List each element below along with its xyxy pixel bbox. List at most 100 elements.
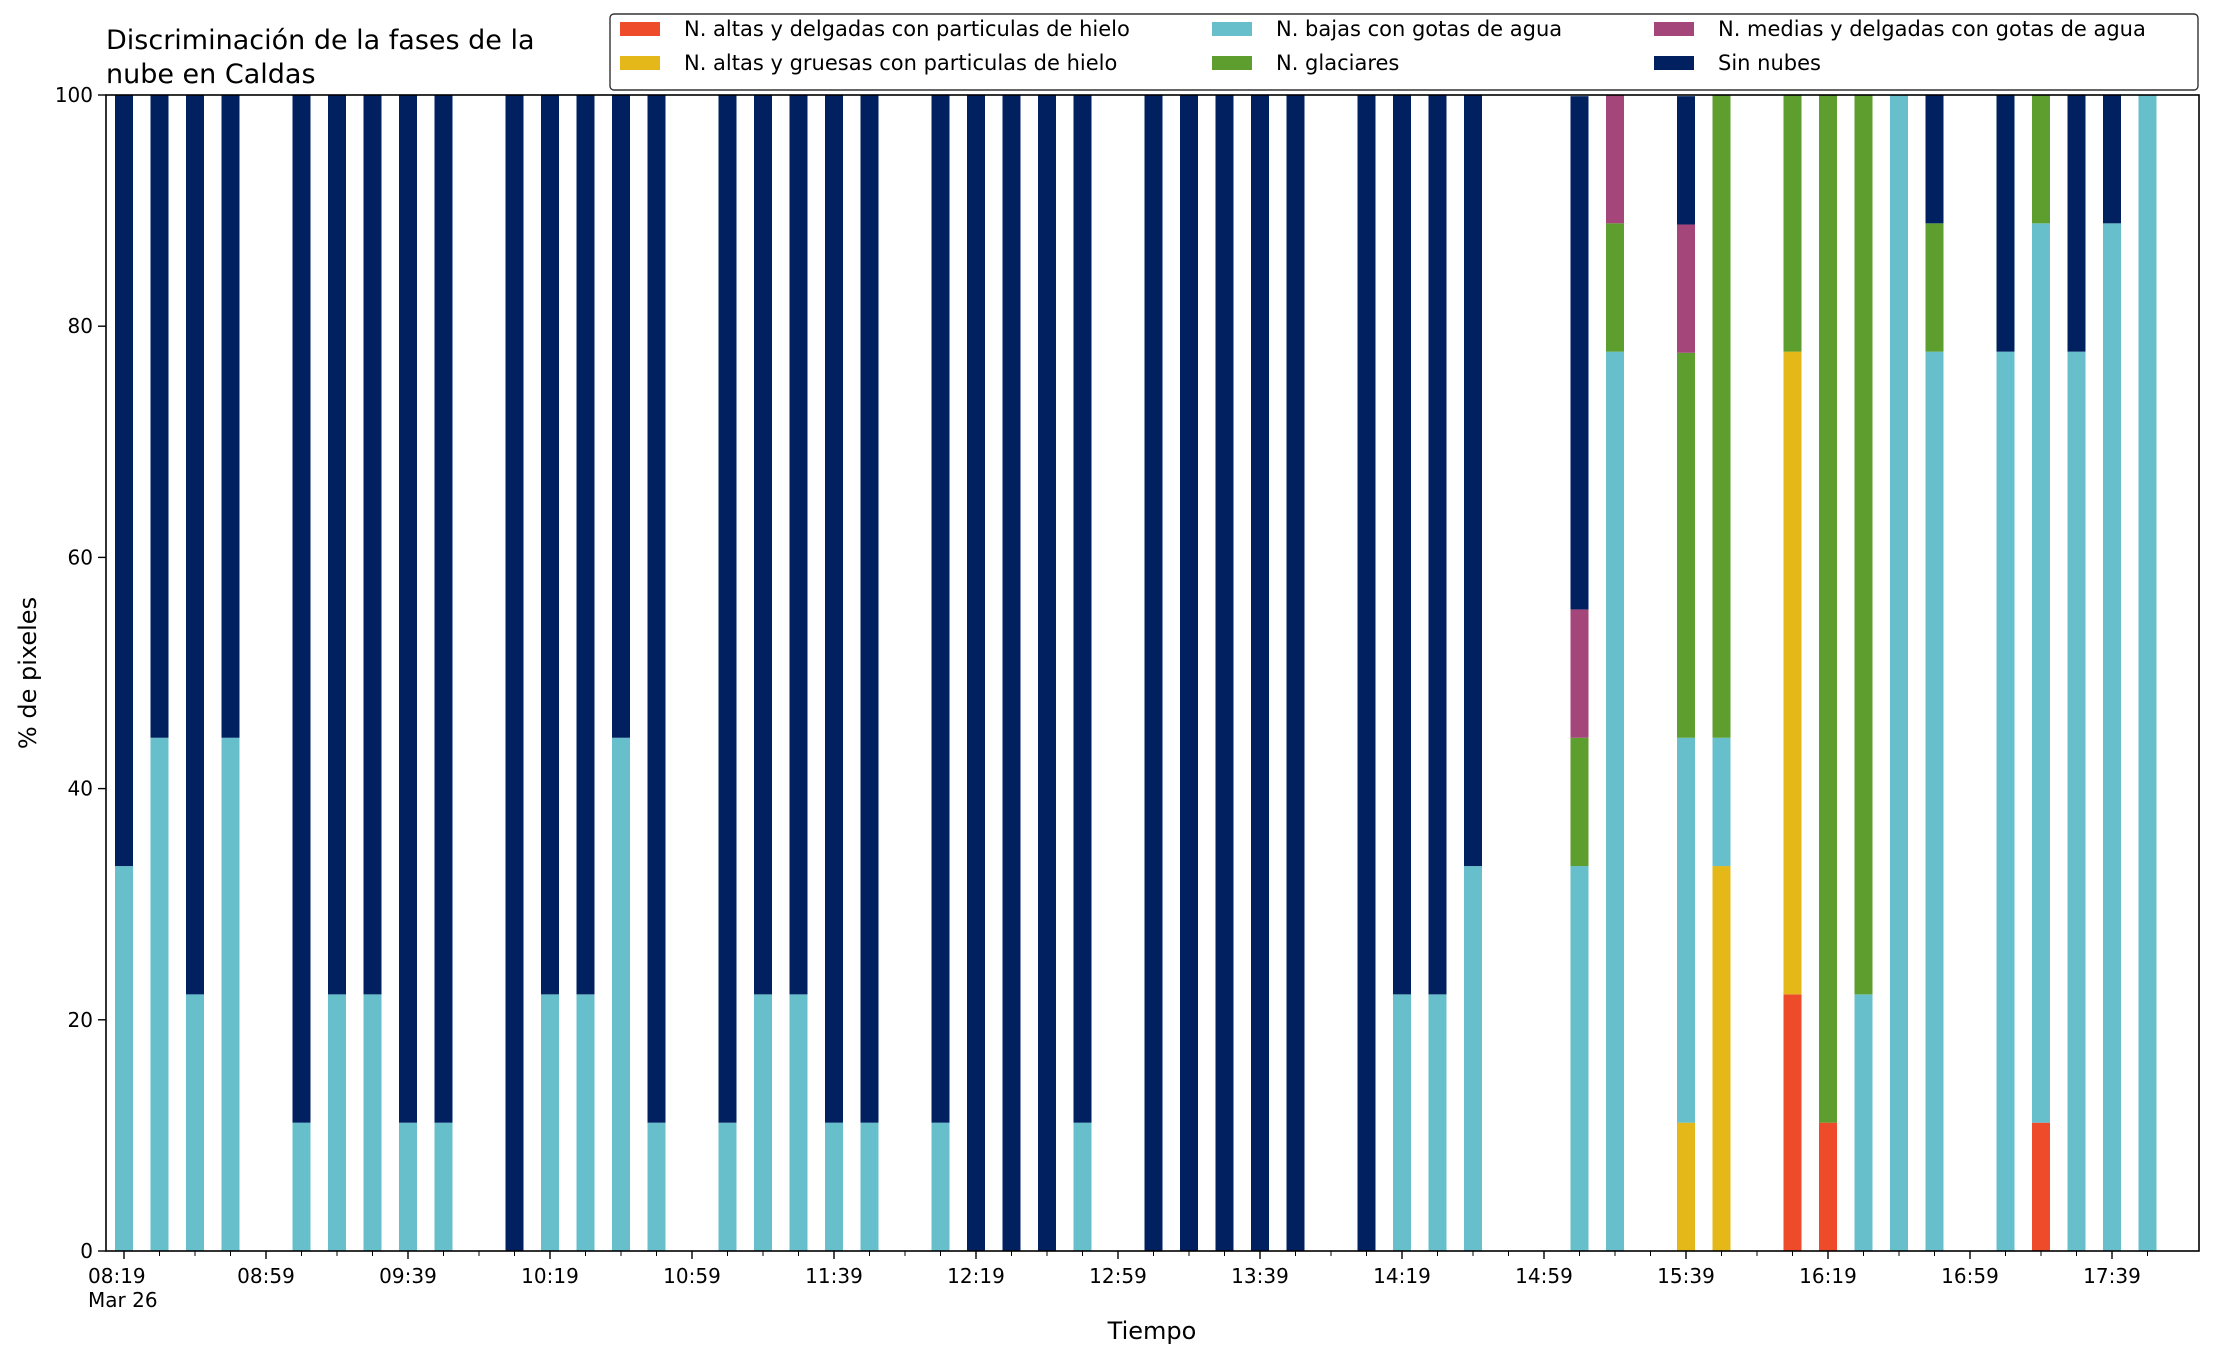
legend-label: N. bajas con gotas de agua bbox=[1276, 17, 1562, 41]
bar-segment-0839-s2 bbox=[186, 994, 204, 1251]
chart-title-line-2: nube en Caldas bbox=[106, 59, 316, 90]
bar-segment-1629-s3 bbox=[1854, 95, 1873, 995]
bar-segment-1129-s2 bbox=[789, 994, 808, 1251]
bar-segment-1649-s5 bbox=[1925, 95, 1944, 224]
bar-segment-1609-s3 bbox=[1783, 95, 1802, 352]
bar-segment-1349-s5 bbox=[1286, 95, 1305, 1251]
bar-segment-1409-s5 bbox=[1357, 95, 1376, 1251]
bar-segment-1029-s5 bbox=[576, 95, 595, 995]
bar-segment-1049-s2 bbox=[647, 1122, 666, 1251]
legend-label: N. glaciares bbox=[1276, 51, 1399, 75]
legend-swatch bbox=[620, 22, 660, 36]
bar-segment-0929-s5 bbox=[363, 95, 382, 995]
bar-segment-1439-s2 bbox=[1464, 866, 1482, 1251]
bar-segment-1109-s2 bbox=[718, 1122, 737, 1251]
bar-segment-1609-s1 bbox=[1783, 351, 1802, 995]
bar-segment-1319-s5 bbox=[1180, 95, 1198, 1251]
bar-segment-1149-s5 bbox=[860, 95, 879, 1123]
bar-segment-1749-s2 bbox=[2138, 95, 2157, 1251]
x-axis: 08:19 08:59 09:39 10:19 10:59 11:39 12:19 12:59… bbox=[88, 1251, 2148, 1288]
legend-swatch bbox=[620, 56, 660, 70]
bar-segment-1019-s2 bbox=[541, 994, 559, 1251]
bar-segment-1139-s2 bbox=[825, 1122, 843, 1251]
legend-frame bbox=[609, 13, 2199, 91]
x-tick-label: 10:59 bbox=[663, 1264, 721, 1288]
bar-segment-0909-s2 bbox=[292, 1122, 311, 1251]
bar-segment-1439-s5 bbox=[1464, 95, 1482, 867]
legend-label: N. medias y delgadas con gotas de agua bbox=[1718, 17, 2146, 41]
x-tick-label: 08:19 bbox=[88, 1264, 146, 1288]
bar-segment-0829-s5 bbox=[150, 95, 169, 738]
bar-segment-1209-s5 bbox=[931, 95, 950, 1123]
bar-segment-1229-s5 bbox=[1002, 95, 1021, 1251]
y-tick-label: 40 bbox=[68, 777, 93, 801]
bar-segment-1429-s2 bbox=[1428, 994, 1447, 1251]
bar-segment-0819-s2 bbox=[115, 866, 133, 1251]
bar-segment-1539-s1 bbox=[1677, 1122, 1695, 1251]
bar-segment-1619-s3 bbox=[1819, 95, 1837, 1123]
bar-segment-0849-s2 bbox=[221, 737, 240, 1251]
bar-segment-0949-s2 bbox=[434, 1122, 453, 1251]
bar-segment-1739-s2 bbox=[2103, 223, 2121, 1251]
bar-segment-1649-s2 bbox=[1925, 351, 1944, 1251]
legend: N. altas y delgadas con particulas de hi… bbox=[609, 13, 2199, 91]
y-tick-label: 80 bbox=[68, 314, 93, 338]
bar-segment-1609-s0 bbox=[1783, 994, 1802, 1251]
bar-segment-0819-s5 bbox=[115, 95, 133, 867]
bar-segment-0939-s2 bbox=[399, 1122, 417, 1251]
bar-segment-1629-s2 bbox=[1854, 994, 1873, 1251]
bar-segment-1709-s5 bbox=[1996, 95, 2015, 352]
x-tick-label: 10:19 bbox=[521, 1264, 579, 1288]
bar-segment-1549-s1 bbox=[1712, 866, 1731, 1251]
legend-label: Sin nubes bbox=[1718, 51, 1821, 75]
bar-segment-1039-s5 bbox=[612, 95, 630, 738]
legend-label: N. altas y delgadas con particulas de hi… bbox=[684, 17, 1130, 41]
legend-swatch bbox=[1212, 56, 1252, 70]
bar-segment-1009-s5 bbox=[505, 95, 524, 1251]
bar-segment-1249-s2 bbox=[1073, 1122, 1092, 1251]
x-tick-label: 09:39 bbox=[379, 1264, 437, 1288]
bar-segment-1649-s3 bbox=[1925, 223, 1944, 352]
x-tick-label: 12:59 bbox=[1089, 1264, 1147, 1288]
legend-swatch bbox=[1654, 22, 1694, 36]
bar-segment-1139-s5 bbox=[825, 95, 843, 1123]
bar-segment-1149-s2 bbox=[860, 1122, 879, 1251]
bar-segment-1419-s2 bbox=[1393, 994, 1411, 1251]
bar-segment-1639-s2 bbox=[1890, 95, 1908, 1251]
legend-swatch bbox=[1654, 56, 1694, 70]
x-tick-label: 12:19 bbox=[947, 1264, 1005, 1288]
x-tick-label: 14:19 bbox=[1373, 1264, 1431, 1288]
bar-segment-1729-s5 bbox=[2067, 95, 2086, 352]
y-tick-label: 0 bbox=[80, 1239, 93, 1263]
bar-segment-1619-s0 bbox=[1819, 1122, 1837, 1251]
bar-segment-0849-s5 bbox=[221, 95, 240, 738]
x-tick-label: 17:39 bbox=[2083, 1264, 2141, 1288]
y-tick-label: 20 bbox=[68, 1008, 93, 1032]
bar-segment-1239-s5 bbox=[1038, 95, 1056, 1251]
bar-segment-1339-s5 bbox=[1251, 95, 1269, 1251]
bar-segment-1249-s5 bbox=[1073, 95, 1092, 1123]
bar-segment-1509-s3 bbox=[1570, 737, 1589, 867]
bar-segment-1219-s5 bbox=[967, 95, 985, 1251]
bar-layer bbox=[115, 95, 2157, 1251]
x-tick-label: 14:59 bbox=[1515, 1264, 1573, 1288]
bar-segment-1509-s2 bbox=[1570, 866, 1589, 1251]
bar-segment-1539-s4 bbox=[1677, 224, 1695, 353]
x-tick-label: 11:39 bbox=[805, 1264, 863, 1288]
bar-segment-1549-s2 bbox=[1712, 737, 1731, 867]
bar-segment-1719-s3 bbox=[2032, 95, 2050, 224]
x-tick-label: 16:19 bbox=[1799, 1264, 1857, 1288]
bar-segment-1729-s2 bbox=[2067, 351, 2086, 1251]
y-tick-label: 100 bbox=[55, 83, 93, 107]
bar-segment-1429-s5 bbox=[1428, 95, 1447, 995]
bar-segment-0949-s5 bbox=[434, 95, 453, 1123]
bar-segment-1549-s3 bbox=[1712, 95, 1731, 738]
bar-segment-1719-s0 bbox=[2032, 1122, 2050, 1251]
bar-segment-1209-s2 bbox=[931, 1122, 950, 1251]
bar-segment-1519-s3 bbox=[1606, 223, 1624, 352]
bar-segment-1039-s2 bbox=[612, 737, 630, 1251]
legend-swatch bbox=[1212, 22, 1252, 36]
bar-segment-1309-s5 bbox=[1144, 95, 1163, 1251]
bar-segment-1029-s2 bbox=[576, 994, 595, 1251]
